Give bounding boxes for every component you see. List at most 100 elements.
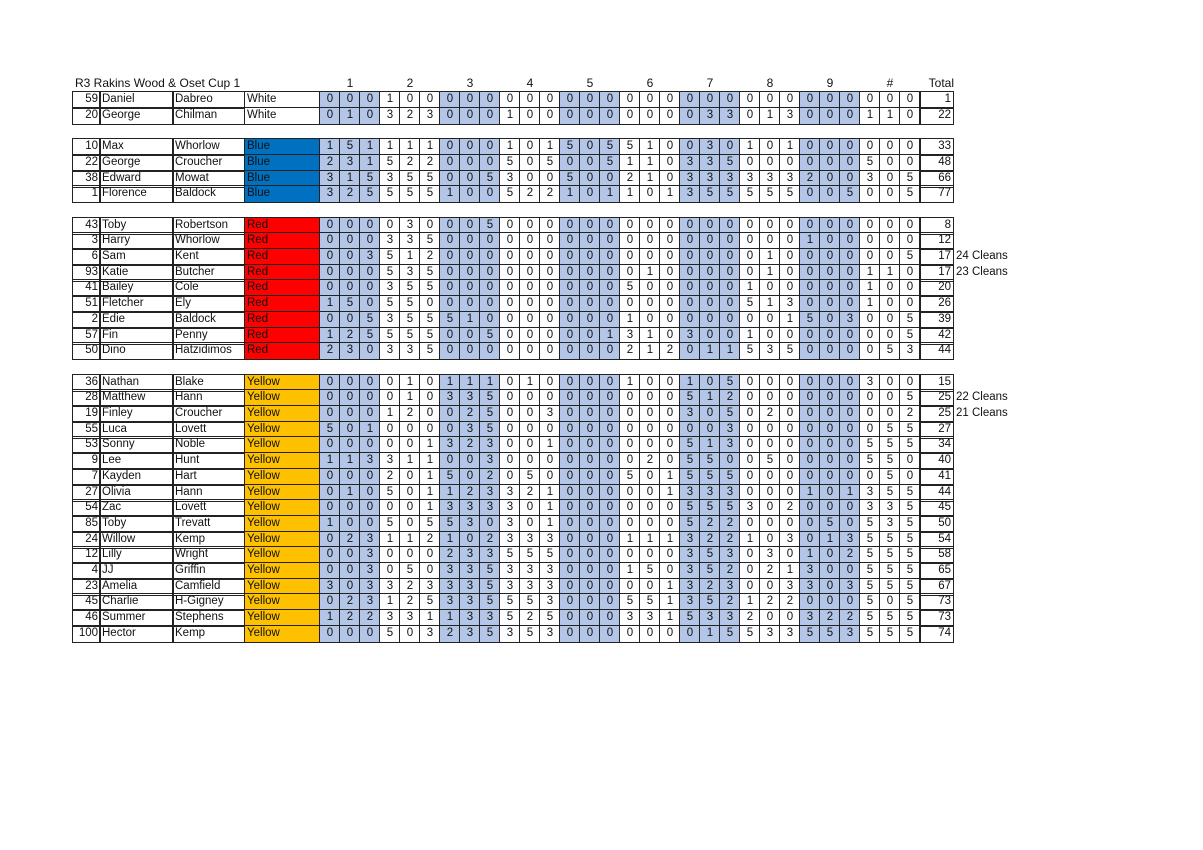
lap-score: 0 <box>619 436 641 455</box>
lap-score: 0 <box>439 216 461 235</box>
total-score: 48 <box>919 153 954 172</box>
lap-score: 0 <box>519 514 541 533</box>
lap-score: 1 <box>779 138 801 157</box>
lap-score: 0 <box>839 373 861 392</box>
lap-score: 0 <box>639 91 661 109</box>
lap-score: 0 <box>679 232 701 251</box>
lap-score: 0 <box>319 248 341 266</box>
lap-score: 3 <box>379 342 401 361</box>
first-name: Amelia <box>99 577 174 596</box>
lap-score: 0 <box>659 248 681 266</box>
lap-score: 0 <box>439 169 461 188</box>
lap-score: 0 <box>559 609 581 628</box>
lap-score: 1 <box>659 483 681 502</box>
lap-score: 0 <box>679 106 701 125</box>
rider-number: 12 <box>72 546 101 565</box>
lap-score: 1 <box>639 169 661 188</box>
lap-score: 3 <box>499 530 521 549</box>
rider-class: Red <box>244 263 321 282</box>
lap-score: 3 <box>359 577 381 596</box>
lap-score: 0 <box>819 263 841 282</box>
lap-score: 0 <box>619 452 641 471</box>
lap-score: 0 <box>339 546 361 565</box>
lap-score: 5 <box>879 436 901 455</box>
lap-score: 3 <box>699 138 721 157</box>
lap-score: 1 <box>419 609 441 628</box>
lap-score: 0 <box>559 248 581 266</box>
lap-score: 5 <box>879 609 901 628</box>
lap-score: 0 <box>599 467 621 486</box>
lap-score: 0 <box>559 530 581 549</box>
last-name: Griffin <box>172 562 246 580</box>
lap-score: 1 <box>379 593 401 612</box>
lap-score: 0 <box>619 216 641 235</box>
lap-score: 0 <box>399 624 421 643</box>
lap-score: 0 <box>659 389 681 408</box>
last-name: Hann <box>172 483 246 502</box>
lap-score: 0 <box>719 138 741 157</box>
lap-score: 5 <box>379 153 401 172</box>
lap-score: 0 <box>779 263 801 282</box>
lap-score: 0 <box>579 216 601 235</box>
lap-score: 5 <box>519 593 541 612</box>
rider-class: Red <box>244 310 321 329</box>
lap-score: 0 <box>339 232 361 251</box>
lap-score: 2 <box>339 593 361 612</box>
lap-score: 1 <box>359 153 381 172</box>
lap-score: 3 <box>519 577 541 596</box>
lap-score: 0 <box>799 467 821 486</box>
lap-score: 2 <box>519 609 541 628</box>
lap-score: 3 <box>539 577 561 596</box>
lap-score: 0 <box>779 436 801 455</box>
lap-score: 3 <box>459 499 481 518</box>
rider-class: Yellow <box>244 420 321 439</box>
lap-score: 5 <box>419 279 441 298</box>
lap-score: 0 <box>459 452 481 471</box>
lap-score: 3 <box>379 279 401 298</box>
rider-class: Red <box>244 232 321 251</box>
rider-number: 4 <box>72 562 101 580</box>
lap-score: 0 <box>799 342 821 361</box>
lap-score: 0 <box>559 624 581 643</box>
rider-class: Yellow <box>244 593 321 612</box>
lap-score: 0 <box>319 232 341 251</box>
lap-score: 5 <box>859 452 881 471</box>
lap-score: 5 <box>599 138 621 157</box>
lap-score: 0 <box>819 326 841 345</box>
lap-score: 0 <box>439 248 461 266</box>
lap-score: 0 <box>519 153 541 172</box>
lap-score: 5 <box>399 562 421 580</box>
lap-score: 3 <box>859 499 881 518</box>
lap-score: 0 <box>859 185 881 204</box>
lap-score: 5 <box>719 373 741 392</box>
lap-score: 2 <box>419 153 441 172</box>
lap-score: 5 <box>539 546 561 565</box>
lap-score: 5 <box>899 169 921 188</box>
total-score: 50 <box>919 514 954 533</box>
lap-score: 0 <box>499 452 521 471</box>
lap-score: 1 <box>659 609 681 628</box>
lap-score: 0 <box>679 138 701 157</box>
lap-score: 0 <box>899 452 921 471</box>
lap-score: 5 <box>879 562 901 580</box>
rider-number: 59 <box>72 91 101 109</box>
lap-score: 0 <box>359 106 381 125</box>
lap-score: 0 <box>839 326 861 345</box>
lap-score: 5 <box>419 169 441 188</box>
lap-score: 0 <box>699 279 721 298</box>
lap-score: 5 <box>419 342 441 361</box>
lap-score: 2 <box>719 593 741 612</box>
lap-score: 5 <box>559 169 581 188</box>
lap-score: 0 <box>459 263 481 282</box>
lap-score: 0 <box>459 279 481 298</box>
rider-class: Red <box>244 216 321 235</box>
lap-score: 2 <box>379 467 401 486</box>
rider-class: Blue <box>244 153 321 172</box>
lap-score: 1 <box>639 263 661 282</box>
lap-score: 2 <box>619 342 641 361</box>
last-name: Ely <box>172 295 246 314</box>
lap-score: 1 <box>739 138 761 157</box>
section-header: 3 <box>466 76 474 90</box>
lap-score: 2 <box>739 609 761 628</box>
lap-score: 5 <box>399 169 421 188</box>
